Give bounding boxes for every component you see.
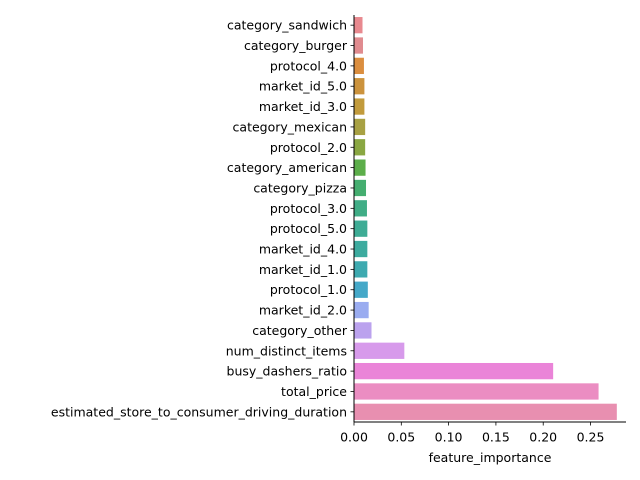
y-tick-label: market_id_2.0 xyxy=(259,303,347,318)
y-tick-label: num_distinct_items xyxy=(226,343,347,358)
y-tick-label: protocol_1.0 xyxy=(270,282,347,297)
bar-category_sandwich xyxy=(354,17,363,34)
y-tick-label: category_sandwich xyxy=(227,18,347,33)
bar-market_id_1.0 xyxy=(354,261,368,278)
y-axis-ticks: category_sandwich category_burger protocol… xyxy=(51,18,354,419)
x-tick-label: 0.15 xyxy=(482,430,510,445)
y-tick-label: protocol_5.0 xyxy=(270,221,347,236)
bar-busy_dashers_ratio xyxy=(354,362,554,380)
y-tick-label: total_price xyxy=(281,384,347,399)
y-tick-label: market_id_4.0 xyxy=(259,242,347,257)
bar-protocol_4.0 xyxy=(354,57,364,75)
x-tick-label: 0.10 xyxy=(435,430,463,445)
y-tick-label: protocol_4.0 xyxy=(270,58,347,73)
bar-category_mexican xyxy=(354,118,366,136)
y-tick-label: market_id_1.0 xyxy=(259,262,347,277)
y-tick-label: market_id_5.0 xyxy=(259,79,347,94)
bar-market_id_5.0 xyxy=(354,78,365,95)
x-tick-label: 0.20 xyxy=(529,430,557,445)
bar-total_price xyxy=(354,383,599,400)
bar-protocol_3.0 xyxy=(354,200,367,217)
y-tick-label: category_burger xyxy=(244,38,348,53)
x-axis-ticks: 0.00 0.05 0.10 0.15 0.20 0.25 xyxy=(340,422,604,445)
bar-num_distinct_items xyxy=(354,342,405,359)
y-tick-label: category_mexican xyxy=(233,119,347,134)
y-tick-label: protocol_2.0 xyxy=(270,140,347,155)
y-tick-label: category_other xyxy=(252,323,348,338)
y-tick-label: category_pizza xyxy=(253,180,347,195)
bar-category_other xyxy=(354,322,372,339)
bar-market_id_3.0 xyxy=(354,98,365,115)
bar-protocol_2.0 xyxy=(354,139,366,156)
y-tick-label: market_id_3.0 xyxy=(259,99,347,114)
bar-estimated_store_to_consumer_driving_duration xyxy=(354,403,617,420)
bar-market_id_4.0 xyxy=(354,240,368,258)
bar-category_american xyxy=(354,159,366,176)
y-tick-label: estimated_store_to_consumer_driving_dura… xyxy=(51,404,347,419)
bar-protocol_1.0 xyxy=(354,281,368,298)
bar-category_pizza xyxy=(354,179,367,197)
x-axis-title: feature_importance xyxy=(429,450,552,465)
bar-protocol_5.0 xyxy=(354,220,368,237)
bar-group xyxy=(354,17,617,420)
y-tick-label: protocol_3.0 xyxy=(270,201,347,216)
x-tick-label: 0.05 xyxy=(387,430,415,445)
x-tick-label: 0.25 xyxy=(577,430,605,445)
x-tick-label: 0.00 xyxy=(340,430,368,445)
y-tick-label: busy_dashers_ratio xyxy=(227,364,347,379)
y-tick-label: category_american xyxy=(227,160,347,175)
bar-category_burger xyxy=(354,37,363,54)
bar-market_id_2.0 xyxy=(354,301,369,319)
